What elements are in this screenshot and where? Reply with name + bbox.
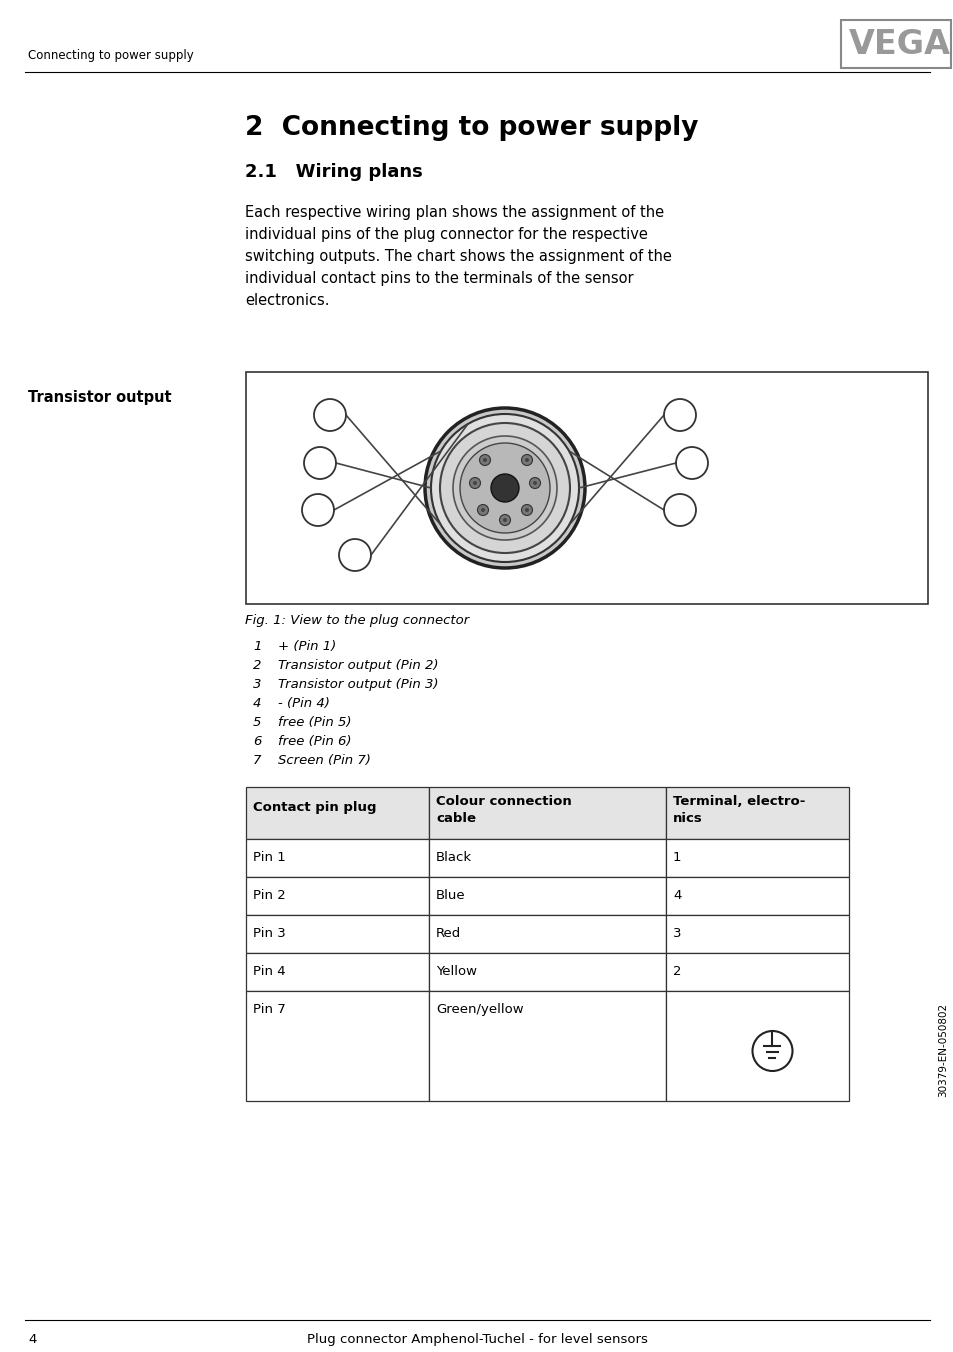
Bar bbox=[665, 840, 848, 877]
Text: free (Pin 5): free (Pin 5) bbox=[277, 717, 351, 729]
Circle shape bbox=[453, 435, 557, 539]
Text: 4: 4 bbox=[672, 890, 680, 902]
Text: nics: nics bbox=[672, 813, 702, 825]
Circle shape bbox=[521, 454, 532, 465]
Bar bbox=[665, 953, 848, 991]
Text: Red: Red bbox=[436, 927, 460, 940]
Text: 1: 1 bbox=[672, 850, 680, 864]
Text: Pin 2: Pin 2 bbox=[253, 890, 286, 902]
Text: 2.1   Wiring plans: 2.1 Wiring plans bbox=[245, 164, 422, 181]
Bar bbox=[246, 787, 429, 840]
Text: Pin 4: Pin 4 bbox=[253, 965, 285, 977]
Circle shape bbox=[477, 504, 488, 515]
Text: 1: 1 bbox=[253, 639, 261, 653]
Bar bbox=[429, 787, 665, 840]
Text: 3: 3 bbox=[253, 677, 261, 691]
Circle shape bbox=[533, 481, 537, 485]
Text: Colour connection: Colour connection bbox=[436, 795, 571, 808]
Text: cable: cable bbox=[436, 813, 476, 825]
Text: 6: 6 bbox=[253, 735, 261, 748]
Circle shape bbox=[529, 477, 540, 488]
Text: Contact pin plug: Contact pin plug bbox=[253, 800, 376, 814]
Bar bbox=[246, 372, 927, 604]
Text: Black: Black bbox=[436, 850, 472, 864]
Text: Pin 7: Pin 7 bbox=[253, 1003, 286, 1015]
Circle shape bbox=[479, 454, 490, 465]
Bar bbox=[665, 787, 848, 840]
Circle shape bbox=[482, 458, 486, 462]
Bar bbox=[246, 991, 429, 1101]
Text: Fig. 1: View to the plug connector: Fig. 1: View to the plug connector bbox=[245, 614, 469, 627]
Bar bbox=[665, 877, 848, 915]
Text: Yellow: Yellow bbox=[436, 965, 476, 977]
Circle shape bbox=[469, 477, 480, 488]
Text: + (Pin 1): + (Pin 1) bbox=[277, 639, 335, 653]
Text: Pin 3: Pin 3 bbox=[253, 927, 286, 940]
Text: individual contact pins to the terminals of the sensor: individual contact pins to the terminals… bbox=[245, 270, 633, 287]
Text: Pin 1: Pin 1 bbox=[253, 850, 286, 864]
Text: 30379-EN-050802: 30379-EN-050802 bbox=[937, 1003, 947, 1096]
Bar bbox=[429, 915, 665, 953]
Circle shape bbox=[480, 508, 484, 512]
Bar bbox=[429, 877, 665, 915]
Circle shape bbox=[499, 515, 510, 526]
Bar bbox=[429, 840, 665, 877]
Text: 7: 7 bbox=[253, 754, 261, 767]
Bar bbox=[246, 877, 429, 915]
Bar bbox=[246, 953, 429, 991]
Text: Green/yellow: Green/yellow bbox=[436, 1003, 523, 1015]
Text: switching outputs. The chart shows the assignment of the: switching outputs. The chart shows the a… bbox=[245, 249, 671, 264]
Text: Each respective wiring plan shows the assignment of the: Each respective wiring plan shows the as… bbox=[245, 206, 663, 220]
Text: Blue: Blue bbox=[436, 890, 465, 902]
Circle shape bbox=[424, 408, 584, 568]
Text: 2  Connecting to power supply: 2 Connecting to power supply bbox=[245, 115, 698, 141]
Text: - (Pin 4): - (Pin 4) bbox=[277, 698, 330, 710]
Circle shape bbox=[473, 481, 476, 485]
Bar bbox=[429, 953, 665, 991]
Bar bbox=[841, 20, 950, 68]
Bar bbox=[246, 840, 429, 877]
Text: 4: 4 bbox=[253, 698, 261, 710]
Bar bbox=[665, 915, 848, 953]
Text: free (Pin 6): free (Pin 6) bbox=[277, 735, 351, 748]
Text: 2: 2 bbox=[253, 658, 261, 672]
Circle shape bbox=[439, 423, 569, 553]
Text: 5: 5 bbox=[253, 717, 261, 729]
Text: 4: 4 bbox=[28, 1333, 36, 1347]
Circle shape bbox=[524, 508, 529, 512]
Bar bbox=[429, 991, 665, 1101]
Circle shape bbox=[524, 458, 529, 462]
Circle shape bbox=[502, 518, 506, 522]
Text: Transistor output (Pin 3): Transistor output (Pin 3) bbox=[277, 677, 438, 691]
Circle shape bbox=[521, 504, 532, 515]
Bar bbox=[246, 915, 429, 953]
Text: individual pins of the plug connector for the respective: individual pins of the plug connector fo… bbox=[245, 227, 647, 242]
Circle shape bbox=[431, 414, 578, 562]
Circle shape bbox=[459, 443, 550, 533]
Circle shape bbox=[491, 475, 518, 502]
Text: 2: 2 bbox=[672, 965, 680, 977]
Text: Transistor output: Transistor output bbox=[28, 389, 172, 406]
Text: Transistor output (Pin 2): Transistor output (Pin 2) bbox=[277, 658, 438, 672]
Text: VEGA: VEGA bbox=[848, 27, 950, 61]
Text: 3: 3 bbox=[672, 927, 680, 940]
Text: Connecting to power supply: Connecting to power supply bbox=[28, 49, 193, 62]
Bar bbox=[665, 991, 848, 1101]
Text: Plug connector Amphenol-Tuchel - for level sensors: Plug connector Amphenol-Tuchel - for lev… bbox=[306, 1333, 647, 1347]
Text: Terminal, electro-: Terminal, electro- bbox=[672, 795, 804, 808]
Text: electronics.: electronics. bbox=[245, 293, 329, 308]
Text: Screen (Pin 7): Screen (Pin 7) bbox=[277, 754, 371, 767]
